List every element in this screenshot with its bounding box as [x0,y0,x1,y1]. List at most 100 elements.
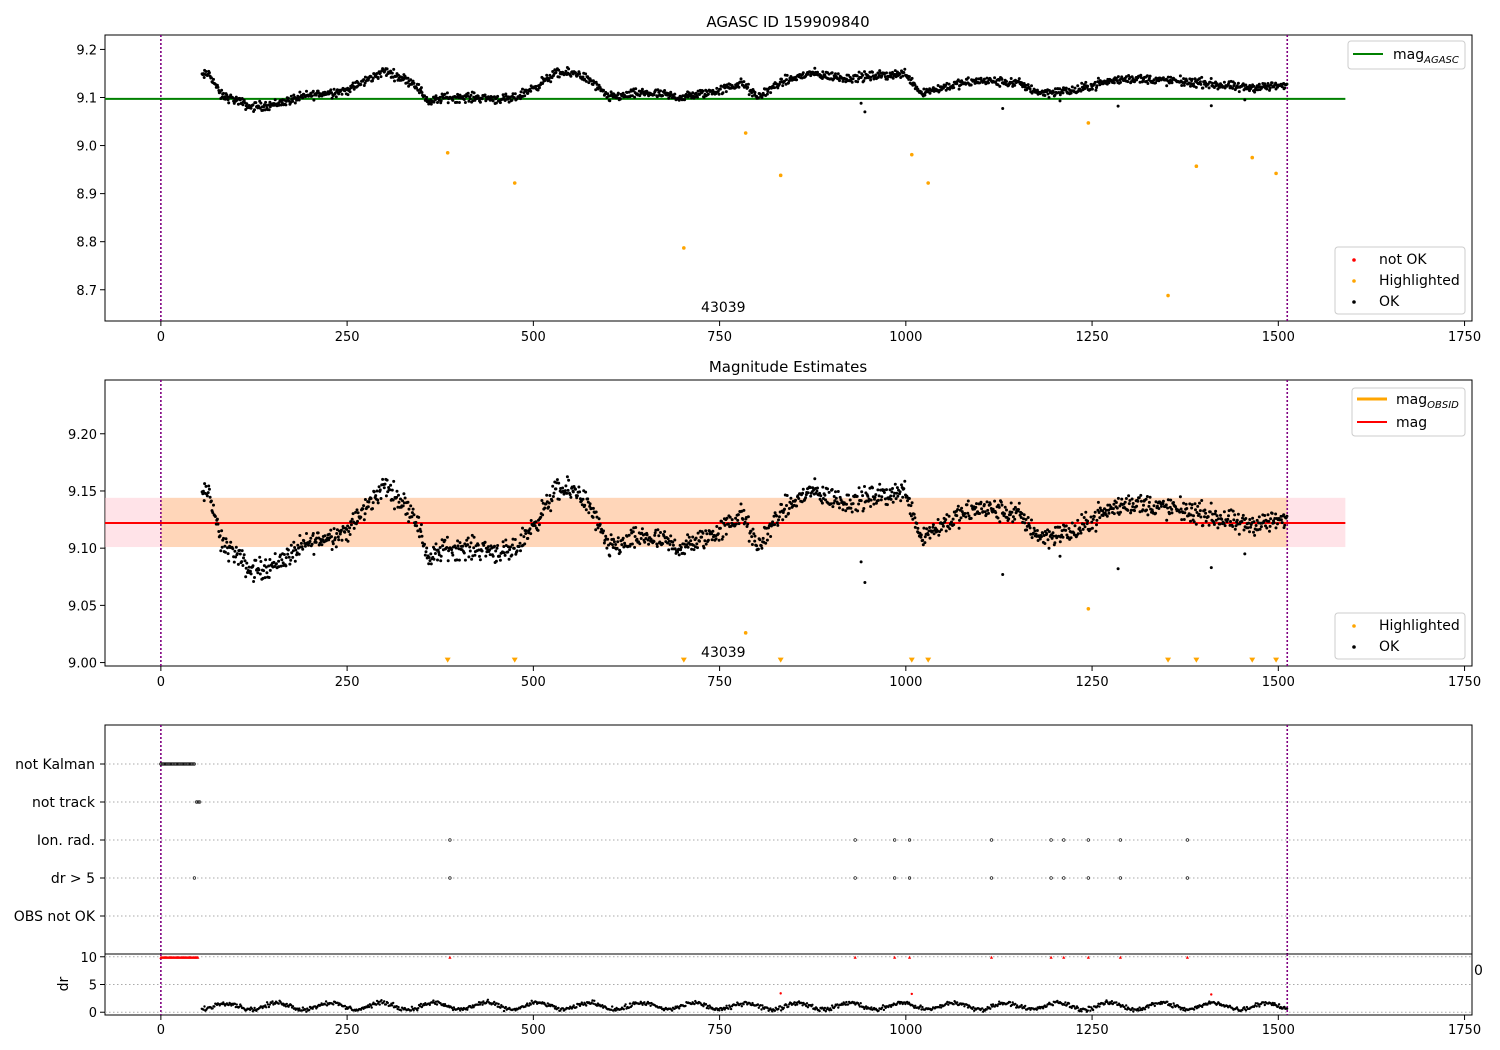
ok-point [267,576,271,579]
ok-point [506,550,510,554]
ok-point [583,77,587,81]
ok-point [773,511,777,515]
ok-point [1243,552,1247,556]
ok-point [424,550,428,554]
ok-point [716,532,720,536]
dr-point [296,1007,299,1010]
ok-point [1028,87,1032,91]
ok-point [1285,82,1289,86]
ok-point [910,501,914,505]
ok-point [813,477,817,481]
ok-point [470,533,474,537]
ok-point [1204,511,1208,515]
ok-point [300,545,304,549]
ok-point [399,497,402,501]
ok-point [653,531,657,535]
ok-point [1246,526,1250,530]
ok-point [834,490,837,494]
dr-point [367,1005,371,1009]
ok-point [936,84,940,87]
ok-point [1145,74,1149,78]
ok-point [702,546,706,550]
ok-point [671,540,675,544]
x-tick-label: 1250 [1076,675,1109,690]
ok-point [284,556,288,560]
ok-point [555,478,559,482]
ok-point [1244,517,1248,520]
ok-point [478,554,481,558]
ok-point [509,545,512,549]
ok-point [784,515,788,518]
ok-point [1170,511,1174,515]
ok-point [312,552,316,556]
ok-point [785,73,789,77]
dr-point [1020,1003,1023,1007]
ok-point [1030,84,1033,88]
ok-point [470,557,474,561]
ok-point [268,558,272,561]
ok-point [997,78,1001,82]
ok-point [410,511,414,515]
ok-point [1104,508,1108,512]
ok-point [1214,518,1218,522]
legend2-ok-marker [1352,645,1356,649]
ok-point [931,523,935,527]
ok-point [397,493,400,497]
ok-point [1028,526,1032,530]
ok-point [551,70,555,73]
ok-point [329,528,333,532]
ok-point [952,523,956,527]
ok-point [468,545,472,549]
x-tick-label: 0 [157,675,165,690]
dr-point [614,1009,617,1012]
dr-point [641,1003,644,1006]
ok-point [759,544,763,548]
ok-point [616,540,620,544]
ok-point [298,534,302,537]
ok-point [299,541,303,545]
flag-dr-point [1062,876,1066,880]
ok-point [796,494,800,498]
ok-point [1032,526,1036,530]
ok-point [639,537,643,540]
ok-point [564,484,568,488]
ok-point [1280,521,1284,525]
ok-point [1069,536,1073,540]
dr-point [837,1006,840,1009]
ok-point [488,98,492,102]
dr-point [1283,1005,1286,1009]
ok-point [827,72,831,76]
ok-point [682,542,686,546]
dr-point [963,1005,966,1008]
dr-point [787,1005,790,1008]
ok-point [767,526,770,530]
ok-point [1065,533,1069,537]
ok-point [921,538,925,542]
ok-point [1274,526,1278,530]
ok-point [216,522,220,526]
ok-point [700,535,704,539]
ok-point [643,540,647,544]
ok-point [898,72,902,76]
flag-dr-point [1086,876,1090,880]
ok-point [721,535,725,539]
legend-highlighted-label: Highlighted [1379,273,1460,289]
ok-point [1213,512,1217,516]
x-tick-label: 1750 [1448,1023,1481,1038]
legend-mag-obsid-label: magOBSID [1396,392,1459,411]
ok-point [706,92,710,96]
ok-point [348,90,352,94]
ok-point [1092,515,1096,518]
dr-point [889,1005,893,1008]
ok-point [367,500,371,504]
ok-point [1091,517,1095,521]
ok-point [349,86,353,90]
dr-point [947,1003,950,1006]
dr-point [914,1004,917,1007]
dr-point [1258,1005,1261,1008]
ok-point [494,549,498,553]
dr-point [248,1008,252,1012]
ok-point [340,538,344,542]
ok-point [1168,81,1171,85]
ok-point [769,91,773,95]
